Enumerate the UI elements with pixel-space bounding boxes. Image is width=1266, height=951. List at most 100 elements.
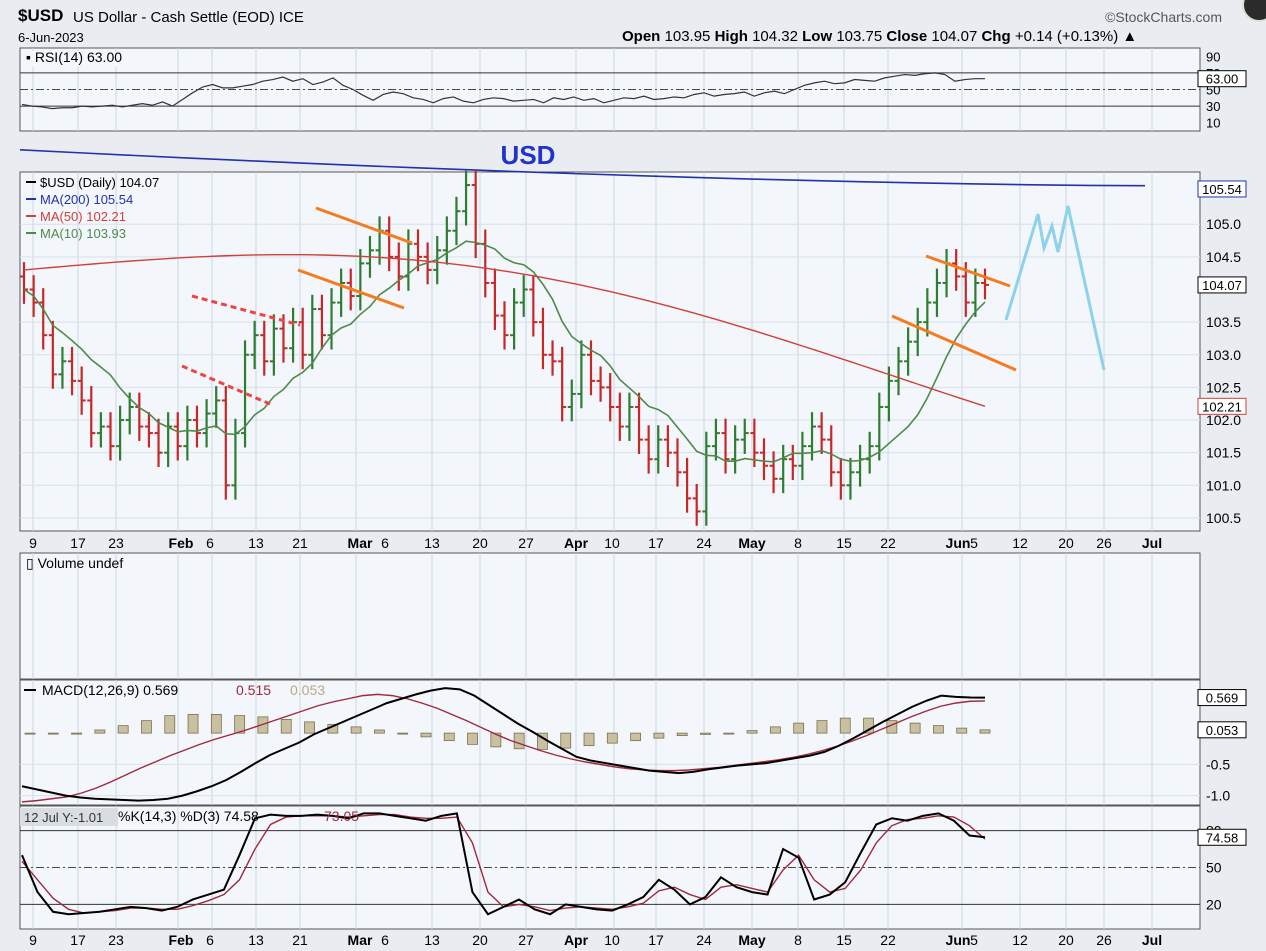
- macd-histogram-bar: [723, 732, 735, 735]
- macd-histogram-value-tag-box: [1197, 721, 1247, 739]
- x-axis-tick: 8: [794, 535, 802, 551]
- x-axis-tick: 23: [108, 932, 124, 948]
- x-axis-tick: 23: [108, 535, 124, 551]
- rsi-line: [21, 72, 985, 110]
- x-axis-tick: 17: [648, 932, 664, 948]
- price-bar: [356, 249, 365, 311]
- price-bar: [836, 457, 845, 500]
- macd-histogram-bar: [560, 732, 572, 749]
- ma200-value-tag: 105.54: [1197, 180, 1247, 198]
- macd-histogram-bar: [676, 732, 688, 737]
- price-bar: [317, 294, 326, 350]
- price-bar: [932, 268, 941, 317]
- macd-histogram-bar: [606, 732, 618, 744]
- price-bar: [567, 379, 576, 422]
- price-bar: [96, 412, 105, 448]
- macd-histogram-bar: [373, 729, 385, 734]
- ma200-line: [19, 149, 1146, 187]
- price-bar: [144, 412, 153, 448]
- stoch-value-tag-text: 74.58: [1206, 830, 1239, 845]
- price-bar: [39, 288, 48, 350]
- trendline-annotation: [297, 268, 405, 310]
- macd-histogram-bar: [397, 732, 409, 735]
- ma200-value-tag-text: 105.54: [1202, 182, 1242, 197]
- stoch-k-line: [21, 812, 986, 916]
- price-bar: [846, 457, 855, 500]
- macd-histogram-bar: [117, 725, 129, 734]
- macd-histogram-bar: [443, 732, 455, 742]
- price-bar: [769, 451, 778, 494]
- price-legend-entry: MA(200) 105.54: [40, 192, 133, 207]
- ma50-value-tag-box: [1197, 397, 1247, 415]
- price-tick-label: 101.0: [1206, 477, 1241, 493]
- x-axis-tick: Mar: [348, 535, 373, 551]
- x-axis-tick: 15: [836, 932, 852, 948]
- x-axis-tick: 5: [970, 932, 978, 948]
- rsi-value-tag-text: 63.00: [1206, 72, 1239, 87]
- x-axis-tick: 15: [836, 535, 852, 551]
- price-bar: [279, 314, 288, 363]
- macd-histogram-bar: [280, 718, 292, 734]
- stoch-value-tag: 74.58: [1197, 828, 1247, 846]
- price-bar: [529, 275, 538, 337]
- trendline-annotation: [891, 314, 1017, 372]
- price-bar: [269, 314, 278, 376]
- close-icon[interactable]: [1242, 0, 1266, 22]
- macd-histogram-bar: [467, 732, 478, 745]
- price-bar: [894, 346, 903, 396]
- price-bar: [192, 405, 201, 448]
- price-tick-label: 101.5: [1206, 445, 1241, 461]
- price-tick-label: 104.5: [1206, 249, 1241, 265]
- price-tick-label: 103.5: [1206, 314, 1241, 330]
- projection-path-annotation: [1004, 205, 1106, 371]
- price-bar: [971, 268, 980, 317]
- price-legend-entry: MA(10) 103.93: [40, 226, 126, 241]
- price-bar: [250, 320, 259, 370]
- price-bar: [116, 405, 125, 461]
- price-bar: [740, 418, 749, 454]
- price-bar: [154, 418, 163, 468]
- x-axis-tick: 13: [424, 535, 440, 551]
- price-bar: [77, 366, 86, 415]
- price-bar: [644, 425, 653, 474]
- chart-date: 6-Jun-2023: [18, 30, 84, 45]
- stoch-value-tag-box: [1197, 828, 1247, 846]
- dashed-trendline-annotation: [191, 294, 301, 327]
- x-axis-tick: 27: [518, 932, 534, 948]
- macd-line: [21, 687, 986, 802]
- price-bar: [625, 392, 634, 441]
- collapse-arrow-icon[interactable]: ▲: [1122, 28, 1138, 45]
- macd-tick-label: -1.0: [1206, 788, 1230, 804]
- vol-panel: [19, 552, 1201, 680]
- price-bar: [260, 320, 269, 376]
- price-bar: [596, 366, 605, 402]
- price-bar: [654, 425, 663, 474]
- macd-histogram-bar: [513, 732, 525, 750]
- close-value-tag: 104.07: [1197, 276, 1247, 294]
- macd-value-tag-box: [1197, 689, 1247, 707]
- symbol: $USD: [18, 6, 64, 25]
- price-bar: [538, 307, 547, 370]
- brand-label[interactable]: ©StockCharts.com: [1105, 9, 1222, 25]
- x-axis-tick: 12: [1012, 535, 1028, 551]
- rsi-tick-label: 30: [1206, 99, 1220, 114]
- price-bar: [750, 418, 759, 468]
- price-bar: [462, 170, 471, 226]
- price-bar: [692, 484, 701, 526]
- x-axis-tick: Mar: [348, 932, 373, 948]
- close-value-tag-text: 104.07: [1202, 278, 1242, 293]
- macd-legend: MACD(12,26,9) 0.569: [42, 682, 178, 698]
- price-bar: [212, 386, 221, 428]
- x-axis-tick: Feb: [169, 932, 194, 948]
- price-bar: [500, 301, 509, 350]
- price-bar: [759, 438, 768, 481]
- price-bar: [221, 386, 230, 500]
- macd-histogram-value-tag: 0.053: [1197, 721, 1247, 739]
- price-bar: [164, 412, 173, 468]
- macd-histogram-bar: [816, 720, 828, 734]
- x-axis-tick: 20: [1058, 932, 1074, 948]
- macd-histogram-bar: [793, 722, 805, 734]
- x-axis-tick: 26: [1096, 535, 1112, 551]
- macd-value-tag: 0.569: [1197, 689, 1247, 707]
